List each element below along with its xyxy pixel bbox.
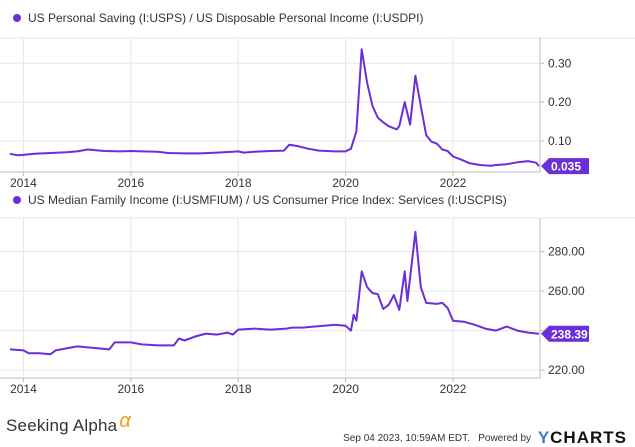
chart-2-y-tick-label: 260.00 bbox=[548, 284, 585, 298]
powered-by-text: Powered by bbox=[478, 433, 532, 444]
chart-2-y-tick-label: 220.00 bbox=[548, 363, 585, 377]
chart-1-last-value-flag bbox=[541, 158, 589, 175]
seeking-alpha-text: Seeking Alpha bbox=[6, 416, 118, 435]
chart-1-y-tick-label: 0.10 bbox=[548, 134, 572, 148]
ycharts-logo-text: CHARTS bbox=[550, 428, 627, 447]
chart-2-x-tick-label: 2022 bbox=[440, 382, 467, 396]
ycharts-logo: YCHARTS bbox=[538, 428, 627, 447]
chart-1-series-line bbox=[9, 48, 540, 167]
chart-2-x-tick-label: 2018 bbox=[225, 382, 252, 396]
chart-2-x-tick-label: 2016 bbox=[117, 382, 144, 396]
chart-2-legend-label: US Median Family Income (I:USMFIUM) / US… bbox=[28, 193, 507, 207]
chart-2-legend-marker bbox=[13, 196, 21, 204]
chart-2-series-line bbox=[9, 230, 540, 356]
chart-1-last-value-label: 0.035 bbox=[551, 160, 581, 174]
chart-1-x-tick-label: 2014 bbox=[10, 176, 37, 190]
chart-1-y-tick-label: 0.20 bbox=[548, 95, 572, 109]
chart-1-y-tick-label: 0.30 bbox=[548, 56, 572, 70]
chart-2-last-value-label: 238.39 bbox=[551, 327, 588, 341]
timestamp: Sep 04 2023, 10:59AM EDT. bbox=[343, 433, 470, 444]
chart-2-x-tick-label: 2014 bbox=[10, 382, 37, 396]
chart-2-x-tick-label: 2020 bbox=[332, 382, 359, 396]
chart-2-y-tick-label: 280.00 bbox=[548, 245, 585, 259]
seeking-alpha-logo: Seeking Alpha α bbox=[6, 410, 131, 437]
chart-1-x-tick-label: 2022 bbox=[440, 176, 467, 190]
chart-1-x-tick-label: 2016 bbox=[117, 176, 144, 190]
chart-2-last-value-flag bbox=[541, 325, 589, 342]
chart-1-x-tick-label: 2020 bbox=[332, 176, 359, 190]
chart-1-x-tick-label: 2018 bbox=[225, 176, 252, 190]
chart-1-legend-marker bbox=[13, 14, 21, 22]
chart-1-legend-label: US Personal Saving (I:USPS) / US Disposa… bbox=[28, 11, 423, 25]
ycharts-logo-y: Y bbox=[537, 428, 551, 447]
alpha-icon: α bbox=[119, 410, 131, 432]
footer-attribution: Sep 04 2023, 10:59AM EDT. Powered by YCH… bbox=[343, 426, 627, 447]
